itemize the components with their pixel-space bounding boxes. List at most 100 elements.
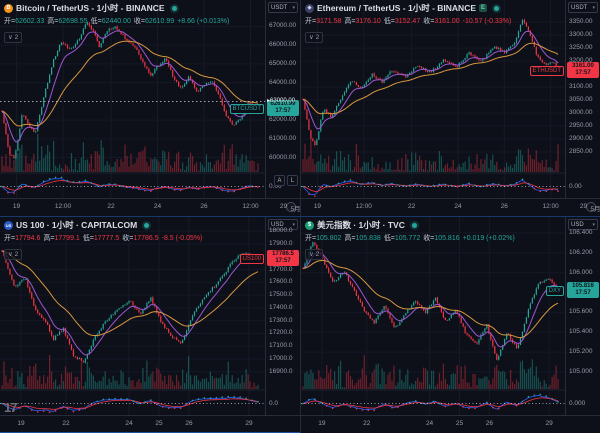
price-axis-label: 105.400 bbox=[569, 328, 593, 336]
time-axis-label: 26 bbox=[500, 203, 508, 210]
currency-dropdown[interactable]: USD ▾ bbox=[568, 219, 598, 230]
price-chart[interactable] bbox=[0, 0, 266, 199]
last-price-tag: 105.816 17:57 bbox=[567, 281, 599, 298]
price-chart[interactable] bbox=[0, 217, 266, 416]
legend-collapse-button[interactable]: ∨ 2 bbox=[4, 32, 23, 43]
time-axis-label: 19 bbox=[318, 420, 326, 427]
price-axis-label: 105.600 bbox=[569, 308, 593, 316]
price-axis-label: 2950.00 bbox=[569, 122, 593, 130]
price-level-label: ▸63000.00 bbox=[267, 98, 296, 105]
chart-area: $ 美元指数 · 1小时 · TVC 开=105.802 高=105.838 低=1… bbox=[301, 217, 566, 416]
time-axis-label: 24 bbox=[125, 420, 133, 427]
price-axis-label: 17100.0 bbox=[269, 342, 293, 350]
price-axis-label: 2900.00 bbox=[569, 135, 593, 143]
symbol-price-chip: DXY bbox=[545, 285, 564, 296]
price-axis-label: 17300.0 bbox=[269, 316, 293, 324]
symbol-price-chip: BTCUSDT bbox=[229, 103, 264, 114]
time-axis-label: 25 bbox=[455, 420, 464, 427]
price-axis[interactable]: USD ▾ 105.816 17:57 0.000 106.400 106.200 10… bbox=[565, 217, 600, 416]
price-axis-label: 105.000 bbox=[569, 368, 593, 376]
time-axis-label: 26 bbox=[185, 420, 193, 427]
time-axis[interactable]: 19 22 24 25 26 29 bbox=[301, 415, 600, 433]
time-axis-label: 12:00 bbox=[242, 203, 259, 210]
time-axis-label: 5月 bbox=[290, 206, 300, 213]
time-axis-label: 25 bbox=[155, 420, 163, 427]
indicator-zero-label: 0.00 bbox=[569, 183, 582, 191]
time-axis-label: 12:00 bbox=[355, 203, 372, 210]
chevron-down-icon: ▾ bbox=[592, 4, 595, 11]
log-scale-button[interactable]: L bbox=[287, 175, 298, 186]
time-axis-label: 24 bbox=[425, 420, 434, 427]
currency-dropdown[interactable]: USDT ▾ bbox=[268, 2, 298, 13]
chart-panel-ethusdt: ◆ Ethereum / TetherUS - 1小时 - BINANCE E … bbox=[301, 0, 600, 216]
legend-collapse-button[interactable]: ∨ 2 bbox=[305, 249, 324, 260]
legend-collapse-button[interactable]: ∨ 2 bbox=[4, 249, 23, 260]
chart-panel-dxy: $ 美元指数 · 1小时 · TVC 开=105.802 高=105.838 低=1… bbox=[301, 217, 600, 433]
price-axis[interactable]: USDT ▾ 3161.00 17:57 0.00 3350.00 3300.00 32… bbox=[565, 0, 600, 199]
time-axis-label: 29 bbox=[545, 420, 553, 427]
time-axis-label: 29 bbox=[245, 420, 253, 427]
time-axis[interactable]: 19 22 24 25 26 29 bbox=[0, 415, 300, 433]
price-axis[interactable]: USD ▾ 17786.5 17:57 0.0 18000.0 17900.0 1770… bbox=[265, 217, 300, 416]
price-axis-label: 16900.0 bbox=[269, 367, 293, 375]
price-chart[interactable] bbox=[301, 217, 566, 416]
time-axis-label: 24 bbox=[153, 203, 162, 210]
symbol-price-chip: ETHUSDT bbox=[529, 66, 564, 77]
auto-scale-button[interactable]: A bbox=[274, 175, 285, 186]
currency-dropdown[interactable]: USDT ▾ bbox=[568, 2, 598, 13]
time-axis-label: 29 bbox=[279, 203, 288, 210]
chevron-down-icon: ▾ bbox=[292, 4, 295, 11]
chart-area: B Bitcoin / TetherUS - 1小时 - BINANCE 开=6… bbox=[0, 0, 266, 199]
currency-dropdown[interactable]: USD ▾ bbox=[268, 219, 298, 230]
price-axis[interactable]: USDT ▾ 62610.99 17:57 ▸63000.00 A L 0.00 6… bbox=[265, 0, 300, 199]
symbol-price-chip: US100 bbox=[239, 253, 264, 264]
legend-collapse-button[interactable]: ∨ 2 bbox=[305, 32, 324, 43]
price-axis-label: 17400.0 bbox=[269, 303, 293, 311]
last-price-tag: 62610.99 17:57 bbox=[267, 99, 299, 116]
chart-panel-btcusdt: B Bitcoin / TetherUS - 1小时 - BINANCE 开=6… bbox=[0, 0, 300, 216]
arrow-right-icon: ▸ bbox=[267, 98, 271, 105]
time-axis-label: 19 bbox=[313, 203, 322, 210]
time-axis-label: 26 bbox=[200, 203, 208, 210]
price-axis-label: 65000.00 bbox=[269, 59, 297, 67]
time-axis-label: 12:00 bbox=[54, 203, 72, 210]
price-axis-label: 17700.0 bbox=[269, 265, 293, 273]
price-chart[interactable] bbox=[301, 0, 566, 199]
time-axis-label: 24 bbox=[454, 203, 462, 210]
price-axis-label: 18000.0 bbox=[269, 227, 293, 235]
price-axis-label: 3100.00 bbox=[569, 83, 593, 91]
time-axis-label: 19 bbox=[12, 203, 21, 210]
last-price-tag: 3161.00 17:57 bbox=[567, 62, 599, 79]
time-axis[interactable]: 19 12:00 22 24 26 12:00 29 5月 bbox=[301, 198, 600, 216]
price-axis-label: 17600.0 bbox=[269, 278, 293, 286]
price-axis-label: 67000.00 bbox=[269, 22, 297, 30]
price-axis-label: 64000.00 bbox=[269, 78, 297, 86]
time-axis-label: 29 bbox=[579, 203, 588, 210]
chevron-down-icon: ▾ bbox=[592, 221, 595, 228]
time-axis-label: 26 bbox=[485, 420, 493, 427]
chart-panel-us100: US US 100 · 1小时 · CAPITALCOM 开=17794.6 高=… bbox=[0, 217, 300, 433]
time-axis-label: 22 bbox=[408, 203, 416, 210]
price-axis-label: 2850.00 bbox=[569, 148, 593, 156]
price-axis-label: 3250.00 bbox=[569, 44, 593, 52]
price-axis-label: 105.200 bbox=[569, 348, 593, 356]
row-divider[interactable] bbox=[0, 216, 600, 217]
price-axis-label: 106.400 bbox=[569, 228, 593, 236]
last-price-tag: 17786.5 17:57 bbox=[267, 249, 299, 266]
indicator-zero-label: 0.0 bbox=[269, 400, 279, 408]
price-axis-label: 62000.00 bbox=[269, 116, 297, 124]
indicator-zero-label: 0.000 bbox=[569, 400, 586, 408]
chevron-down-icon: ▾ bbox=[292, 221, 295, 228]
time-axis-label: 19 bbox=[17, 420, 25, 427]
time-axis-label: 22 bbox=[62, 420, 70, 427]
chart-area: ◆ Ethereum / TetherUS - 1小时 - BINANCE E … bbox=[301, 0, 566, 199]
tradingview-logo[interactable]: 17 bbox=[4, 400, 18, 415]
time-axis-label: 12:00 bbox=[542, 203, 559, 210]
time-axis-label: 22 bbox=[107, 203, 115, 210]
price-axis-label: 3200.00 bbox=[569, 57, 593, 65]
time-axis-label: 5月 bbox=[590, 206, 600, 213]
time-axis[interactable]: 19 12:00 22 24 26 12:00 29 5月 bbox=[0, 198, 300, 216]
time-axis-settings-icon[interactable] bbox=[586, 202, 596, 212]
price-axis-label: 61000.00 bbox=[269, 134, 297, 142]
time-axis-settings-icon[interactable] bbox=[286, 202, 296, 212]
